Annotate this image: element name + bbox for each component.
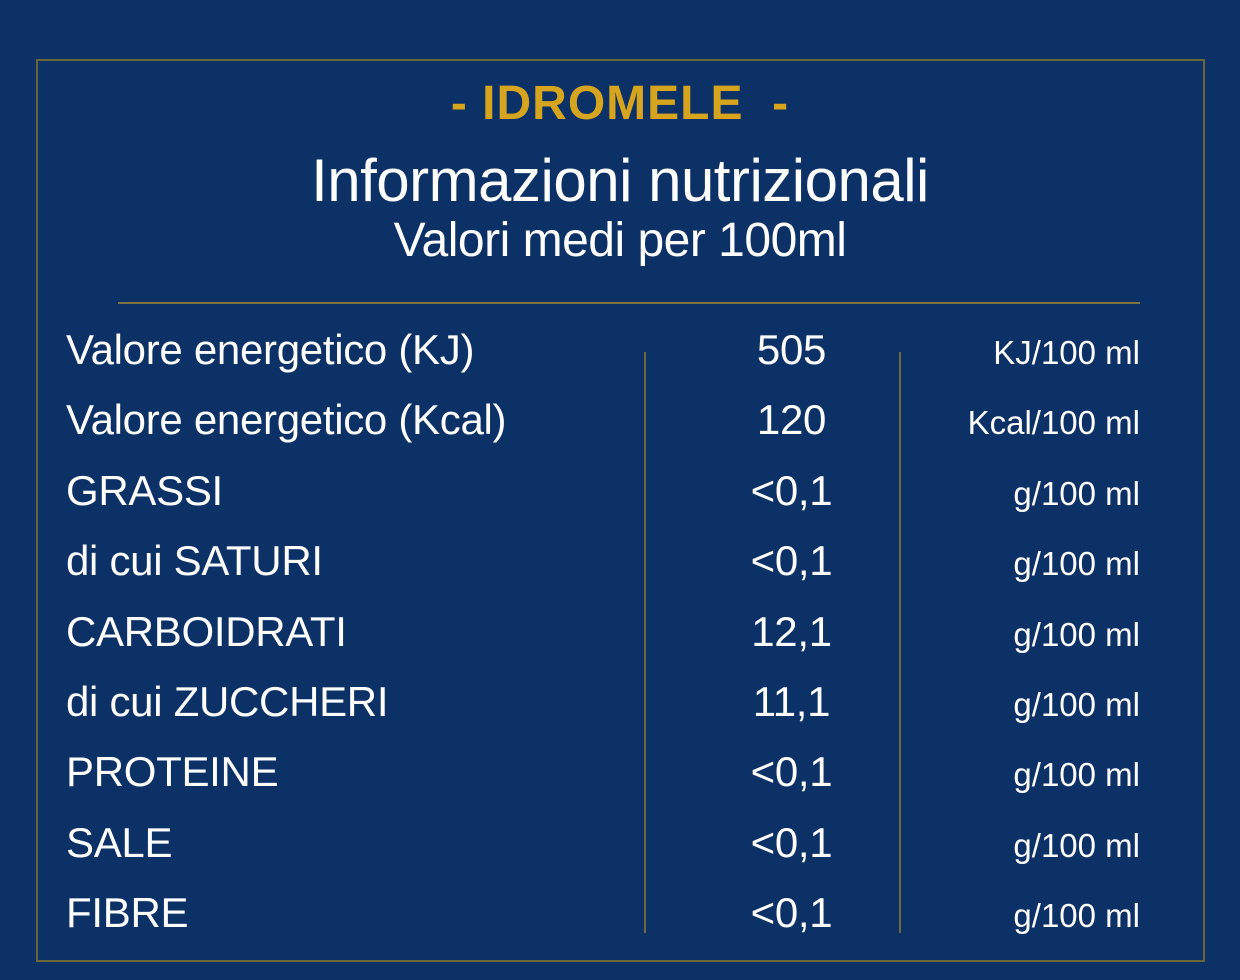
page-title: Informazioni nutrizionali [311, 147, 929, 214]
row-value: <0,1 [750, 748, 833, 796]
row-value: <0,1 [750, 889, 833, 937]
column-divider-values [644, 352, 646, 933]
row-unit: g/100 ml [1013, 756, 1140, 794]
row-label: GRASSI [66, 466, 223, 514]
table-row: Valore energetico (KJ) 505 KJ/100 ml [38, 315, 1202, 385]
table-row: SALE <0,1 g/100 ml [38, 808, 1202, 878]
row-label: PROTEINE [66, 748, 279, 796]
row-label: di cui ZUCCHERI [66, 677, 389, 725]
row-unit: Kcal/100 ml [967, 404, 1140, 442]
row-label: CARBOIDRATI [66, 607, 347, 655]
row-value: <0,1 [750, 537, 833, 585]
row-label: di cui SATURI [66, 537, 323, 585]
row-unit: g/100 ml [1013, 474, 1140, 512]
row-value: <0,1 [750, 466, 833, 514]
row-unit: g/100 ml [1013, 615, 1140, 653]
row-unit: KJ/100 ml [993, 334, 1140, 371]
header-separator [118, 302, 1140, 304]
table-row: Valore energetico (Kcal) 120 Kcal/100 ml [38, 385, 1202, 455]
row-value: 505 [756, 326, 827, 373]
page-subtitle: Valori medi per 100ml [393, 214, 847, 267]
table-row: FIBRE <0,1 g/100 ml [38, 878, 1202, 948]
label-border [36, 59, 1205, 962]
row-label: Valore energetico (Kcal) [66, 396, 507, 444]
table-row: di cui ZUCCHERI 11,1 g/100 ml [38, 667, 1202, 737]
column-divider-units [899, 352, 901, 933]
row-unit: g/100 ml [1013, 826, 1140, 864]
row-value: 12,1 [751, 607, 832, 655]
row-unit: g/100 ml [1013, 685, 1140, 723]
row-label: FIBRE [66, 889, 189, 937]
row-value: 120 [756, 396, 827, 444]
row-unit: g/100 ml [1013, 545, 1140, 583]
product-name: - IDROMELE - [450, 77, 790, 130]
row-value: <0,1 [750, 818, 833, 866]
table-row: GRASSI <0,1 g/100 ml [38, 456, 1202, 526]
table-row: CARBOIDRATI 12,1 g/100 ml [38, 597, 1202, 667]
table-row: di cui SATURI <0,1 g/100 ml [38, 526, 1202, 596]
nutrition-table: Valore energetico (KJ) 505 KJ/100 ml Val… [38, 315, 1202, 949]
row-label: SALE [66, 818, 173, 866]
table-row: PROTEINE <0,1 g/100 ml [38, 737, 1202, 807]
row-unit: g/100 ml [1013, 897, 1140, 935]
row-label: Valore energetico (KJ) [66, 326, 475, 373]
row-value: 11,1 [752, 677, 831, 725]
